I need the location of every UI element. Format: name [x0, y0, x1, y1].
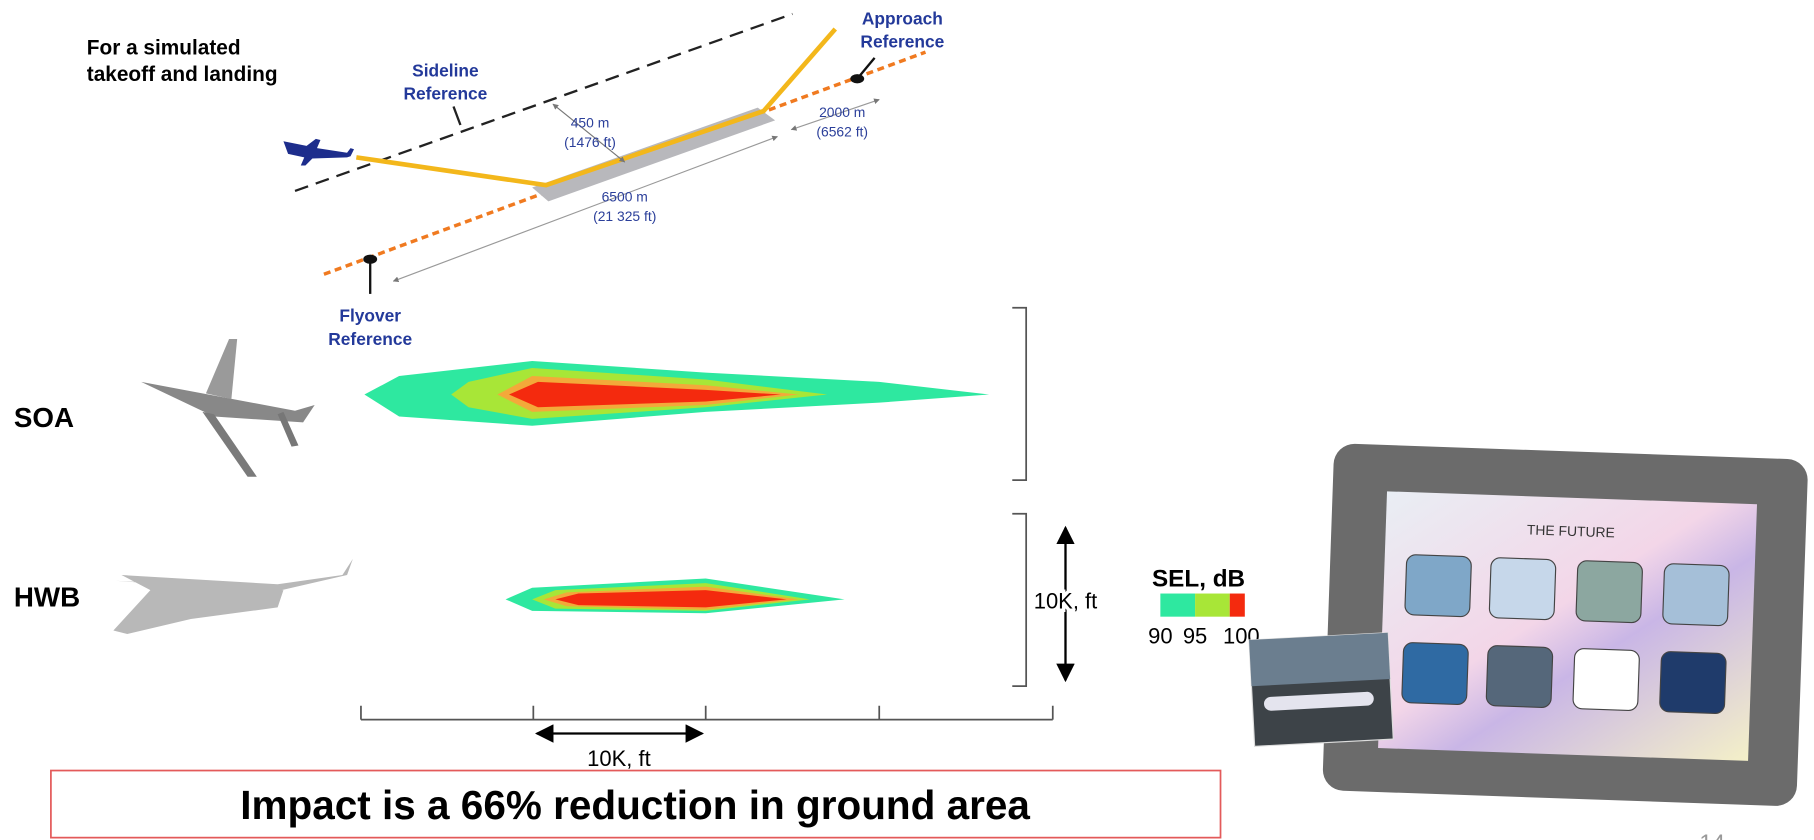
distance-label: 6500 m — [602, 188, 648, 204]
flyover-label: Reference — [328, 329, 412, 349]
sideline-label: Reference — [403, 84, 487, 104]
legend-tick: 95 — [1183, 623, 1207, 648]
airplane-icon — [283, 139, 354, 166]
dimension-line — [393, 137, 777, 282]
slide: For a simulated takeoff and landing Side… — [0, 0, 1814, 840]
sideline — [295, 14, 792, 191]
row-label: HWB — [14, 581, 80, 612]
flight-path-diagram: Sideline Reference Approach Reference Fl… — [283, 8, 944, 348]
caption-line: takeoff and landing — [87, 63, 278, 86]
legend-swatch — [1160, 594, 1195, 617]
hwb-aircraft — [113, 559, 352, 634]
bracket — [1012, 514, 1026, 686]
microphone — [850, 74, 864, 83]
flyover-label: Flyover — [339, 306, 401, 326]
row-label: SOA — [14, 402, 74, 433]
distance-label: (6562 ft) — [816, 124, 868, 140]
distance-label: (1476 ft) — [564, 134, 616, 150]
conclusion: Impact is a 66% reduction in ground area — [240, 782, 1030, 828]
approach-label: Reference — [860, 31, 944, 51]
legend-swatch — [1230, 594, 1245, 617]
tablet: THE FUTURE — [1322, 443, 1808, 806]
microphone — [363, 255, 377, 264]
hwb-contour — [506, 578, 845, 613]
legend: SEL, dB 90 95 100 — [1148, 566, 1260, 649]
distance-label: 2000 m — [819, 104, 865, 120]
distance-label: (21 325 ft) — [593, 208, 656, 224]
tablet-title: THE FUTURE — [1527, 521, 1615, 540]
sideline-label: Sideline — [412, 60, 479, 80]
legend-title: SEL, dB — [1152, 566, 1245, 593]
flight-track — [356, 29, 835, 185]
vertical-scale-label: 10K, ft — [1034, 589, 1098, 614]
distance-label: 450 m — [571, 114, 610, 130]
photo — [1249, 633, 1393, 747]
leader — [454, 106, 461, 125]
soa-contour — [364, 361, 989, 426]
soa-aircraft — [141, 339, 315, 477]
horizontal-scale — [361, 706, 1053, 734]
approach-label: Approach — [862, 8, 943, 28]
page: For a simulated takeoff and landing Side… — [0, 0, 1814, 840]
page-number: 14 — [1699, 829, 1725, 840]
caption-line: For a simulated — [87, 36, 241, 59]
bracket — [1012, 308, 1026, 480]
legend-swatch — [1195, 594, 1230, 617]
horizontal-scale-label: 10K, ft — [587, 746, 651, 771]
legend-tick: 90 — [1148, 623, 1172, 648]
